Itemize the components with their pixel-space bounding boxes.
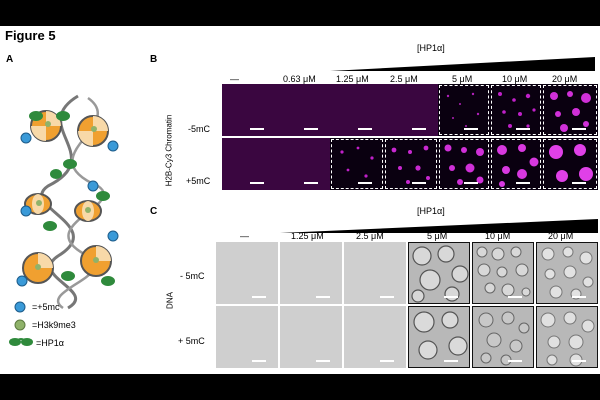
panel-a-letter: A — [6, 54, 14, 65]
b-conc-5: 10 μM — [502, 74, 528, 84]
b-image-minus5mc-6 — [542, 84, 598, 136]
c-image-plus5mc-3 — [408, 306, 470, 368]
c-image-minus5mc-4 — [472, 242, 534, 304]
methylation-marks — [16, 132, 119, 287]
b-image-plus5mc-1 — [276, 138, 330, 190]
chromatin-fiber-diagram — [16, 94, 119, 310]
c-image-plus5mc-2 — [344, 306, 406, 368]
c-image-minus5mc-5 — [536, 242, 598, 304]
b-conc-2: 1.25 μM — [336, 74, 369, 84]
b-image-plus5mc-0 — [222, 138, 276, 190]
panel-b-ylabel: H2B-Cy3 Chromatin — [164, 114, 174, 187]
b-conc-0: — — [230, 74, 239, 84]
hp1-dimers — [29, 111, 115, 286]
c-conc-4: 10 μM — [485, 231, 511, 241]
hp1-legend-icon — [9, 338, 33, 346]
c-image-minus5mc-3 — [408, 242, 470, 304]
c-image-plus5mc-0 — [216, 306, 278, 368]
legend-h3k9me3-label: =H3k9me3 — [32, 320, 76, 330]
figure-title: Figure 5 — [5, 28, 56, 43]
b-conc-3: 2.5 μM — [390, 74, 418, 84]
panel-c-header: [HP1α] — [417, 206, 445, 216]
panel-b-letter: B — [150, 54, 158, 65]
b-conc-4: 5 μM — [452, 74, 473, 84]
c-row-label-0: - 5mC — [180, 271, 205, 281]
c-image-plus5mc-5 — [536, 306, 598, 368]
b-row-label-0: -5mC — [188, 124, 210, 134]
b-image-plus5mc-2 — [330, 138, 384, 190]
b-image-minus5mc-3 — [384, 84, 438, 136]
c-conc-1: 1.25 μM — [291, 231, 324, 241]
c-image-minus5mc-1 — [280, 242, 342, 304]
c-image-plus5mc-4 — [472, 306, 534, 368]
c-image-minus5mc-2 — [344, 242, 406, 304]
b-image-plus5mc-6 — [542, 138, 598, 190]
h3k9me3-legend-icon — [14, 319, 26, 331]
c-conc-5: 20 μM — [548, 231, 574, 241]
b-image-minus5mc-2 — [330, 84, 384, 136]
c-conc-2: 2.5 μM — [356, 231, 384, 241]
b-row-label-1: +5mC — [186, 176, 211, 186]
methyl-legend-icon — [14, 301, 26, 313]
figure-canvas: Figure 5 A — [0, 26, 600, 374]
b-image-minus5mc-4 — [438, 84, 490, 136]
b-conc-6: 20 μM — [552, 74, 578, 84]
b-conc-1: 0.63 μM — [283, 74, 316, 84]
c-row-label-1: + 5mC — [178, 336, 205, 346]
panel-b-header: [HP1α] — [417, 43, 445, 53]
b-image-plus5mc-5 — [490, 138, 542, 190]
panel-b-gradient-wedge — [330, 57, 595, 71]
c-image-plus5mc-1 — [280, 306, 342, 368]
panel-c-letter: C — [150, 206, 158, 217]
legend-5mc-label: =+5mc — [32, 302, 60, 312]
panel-c-ylabel: DNA — [165, 292, 175, 309]
h3k9me3-marks — [35, 121, 99, 270]
b-image-plus5mc-3 — [384, 138, 438, 190]
c-conc-3: 5 μM — [427, 231, 448, 241]
c-image-minus5mc-0 — [216, 242, 278, 304]
b-image-minus5mc-1 — [276, 84, 330, 136]
panel-c-gradient-wedge — [280, 219, 598, 233]
c-conc-0: — — [240, 231, 249, 241]
b-image-minus5mc-0 — [222, 84, 276, 136]
legend-hp1-label: =HP1α — [36, 338, 64, 348]
b-image-minus5mc-5 — [490, 84, 542, 136]
b-image-plus5mc-4 — [438, 138, 490, 190]
